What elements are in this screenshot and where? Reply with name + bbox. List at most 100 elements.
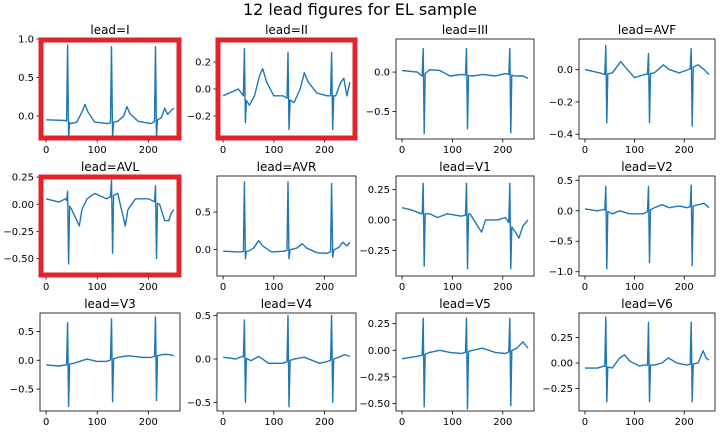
y-tick-label: −0.50 <box>359 399 390 410</box>
panel-title: lead=V5 <box>439 297 491 311</box>
plot-frame <box>578 312 716 412</box>
plot-frame <box>39 312 181 412</box>
x-tick-label: 200 <box>675 417 694 428</box>
y-tick-label: 0.0 <box>195 85 211 96</box>
y-tick-label: 0.25 <box>368 319 390 330</box>
ecg-signal-line <box>46 44 175 139</box>
x-tick-label: 200 <box>675 145 694 156</box>
y-tick-label: −0.25 <box>3 227 34 238</box>
y-tick-label: 0.0 <box>557 65 573 76</box>
lead-panel-11: lead=V5 0 100 200 −0.50 −0.25 0.00 0.25 <box>359 297 535 428</box>
x-tick-label: 200 <box>139 145 158 156</box>
x-tick-label: 200 <box>493 282 512 293</box>
x-tick-label: 100 <box>443 282 462 293</box>
lead-panel-2: lead=II 0 100 200 −0.2 0.0 0.2 <box>187 23 358 156</box>
y-tick-label: −0.2 <box>187 112 211 123</box>
plot-frame <box>578 38 716 140</box>
ecg-signal-line <box>223 314 351 408</box>
y-tick-label: −0.2 <box>549 97 573 108</box>
ecg-signal-line <box>223 181 351 260</box>
panel-title: lead=AVF <box>618 23 676 37</box>
x-tick-label: 0 <box>43 145 49 156</box>
x-tick-label: 200 <box>139 417 158 428</box>
lead-panel-3: lead=III 0 100 200 −0.5 0.0 <box>366 23 535 156</box>
x-tick-label: 200 <box>315 282 334 293</box>
ecg-signal-line <box>45 179 175 265</box>
panel-title: lead=AVR <box>257 160 317 174</box>
x-tick-label: 0 <box>582 282 588 293</box>
y-tick-label: −0.4 <box>549 130 573 141</box>
lead-panel-4: lead=AVF 0 100 200 −0.4 −0.2 0.0 <box>549 23 716 156</box>
x-tick-label: 200 <box>493 145 512 156</box>
ecg-signal-line <box>401 182 529 270</box>
plot-frame <box>395 38 535 140</box>
plot-frame <box>39 38 181 140</box>
x-tick-label: 0 <box>582 417 588 428</box>
lead-panel-6: lead=AVR 0 100 200 0.0 0.5 <box>195 160 357 293</box>
x-tick-label: 100 <box>625 417 644 428</box>
x-tick-label: 0 <box>220 417 226 428</box>
panel-title: lead=V3 <box>84 297 136 311</box>
x-tick-label: 0 <box>43 282 49 293</box>
x-tick-label: 200 <box>675 282 694 293</box>
ecg-signal-line <box>401 47 529 135</box>
ecg-signal-line <box>222 47 351 131</box>
y-tick-label: 0.5 <box>18 327 34 338</box>
y-tick-label: −0.5 <box>549 237 573 248</box>
x-tick-label: 0 <box>399 417 405 428</box>
x-tick-label: 0 <box>220 282 226 293</box>
y-tick-label: 0.0 <box>195 245 211 256</box>
x-tick-label: 100 <box>264 145 283 156</box>
panel-title: lead=V6 <box>621 297 673 311</box>
x-tick-label: 100 <box>625 282 644 293</box>
y-tick-label: 0.5 <box>18 73 34 84</box>
y-tick-label: 0.00 <box>368 215 390 226</box>
x-tick-label: 100 <box>88 417 107 428</box>
lead-panel-12: lead=V6 0 100 200 −0.25 0.00 0.25 <box>542 297 716 428</box>
y-tick-label: −0.50 <box>3 254 34 265</box>
ecg-signal-line <box>584 44 710 127</box>
x-tick-label: 0 <box>582 145 588 156</box>
y-tick-label: −0.5 <box>10 385 34 396</box>
y-tick-label: −0.25 <box>359 246 390 257</box>
panel-title: lead=V4 <box>261 297 313 311</box>
y-tick-label: −1.0 <box>549 267 573 278</box>
y-tick-label: −0.25 <box>542 384 573 395</box>
y-tick-label: 0.5 <box>195 311 211 322</box>
lead-panel-7: lead=V1 0 100 200 −0.25 0.00 0.25 <box>359 160 535 293</box>
x-tick-label: 200 <box>315 417 334 428</box>
x-tick-label: 100 <box>443 417 462 428</box>
ecg-signal-line <box>585 316 710 403</box>
highlight-box <box>215 37 358 141</box>
y-tick-label: −0.25 <box>359 372 390 383</box>
x-tick-label: 200 <box>139 282 158 293</box>
y-tick-label: 0.0 <box>557 206 573 217</box>
lead-panel-1: lead=I 0 100 200 0.0 0.5 1.0 <box>18 23 182 156</box>
y-tick-label: 0.5 <box>557 176 573 187</box>
lead-panels: lead=I 0 100 200 0.0 0.5 1.0 lead=II 0 100 200 −0.2… <box>3 23 716 428</box>
y-tick-label: −0.5 <box>366 107 390 118</box>
lead-panel-5: lead=AVL 0 100 200 −0.50 −0.25 0.00 0.25 <box>3 160 182 293</box>
plot-frame <box>395 312 535 412</box>
y-tick-label: 0.0 <box>18 111 34 122</box>
lead-panel-9: lead=V3 0 100 200 −0.5 0.0 0.5 <box>10 297 181 428</box>
y-tick-label: 0.00 <box>368 346 390 357</box>
panel-title: lead=III <box>442 23 488 37</box>
plot-frame <box>39 175 181 277</box>
x-tick-label: 100 <box>264 282 283 293</box>
plot-frame <box>216 175 357 277</box>
y-tick-label: 0.0 <box>18 356 34 367</box>
y-tick-label: 1.0 <box>18 35 34 46</box>
panel-title: lead=V2 <box>621 160 673 174</box>
panel-title: lead=II <box>265 23 308 37</box>
y-tick-label: 0.25 <box>12 173 34 184</box>
y-tick-label: 0.25 <box>368 185 390 196</box>
y-tick-label: −0.5 <box>187 398 211 409</box>
y-tick-label: 0.0 <box>195 354 211 365</box>
panel-title: lead=V1 <box>439 160 491 174</box>
highlight-box <box>38 37 182 141</box>
plot-frame <box>395 175 535 277</box>
x-tick-label: 100 <box>88 282 107 293</box>
lead-panel-10: lead=V4 0 100 200 −0.5 0.0 0.5 <box>187 297 357 428</box>
plot-frame <box>578 175 716 277</box>
